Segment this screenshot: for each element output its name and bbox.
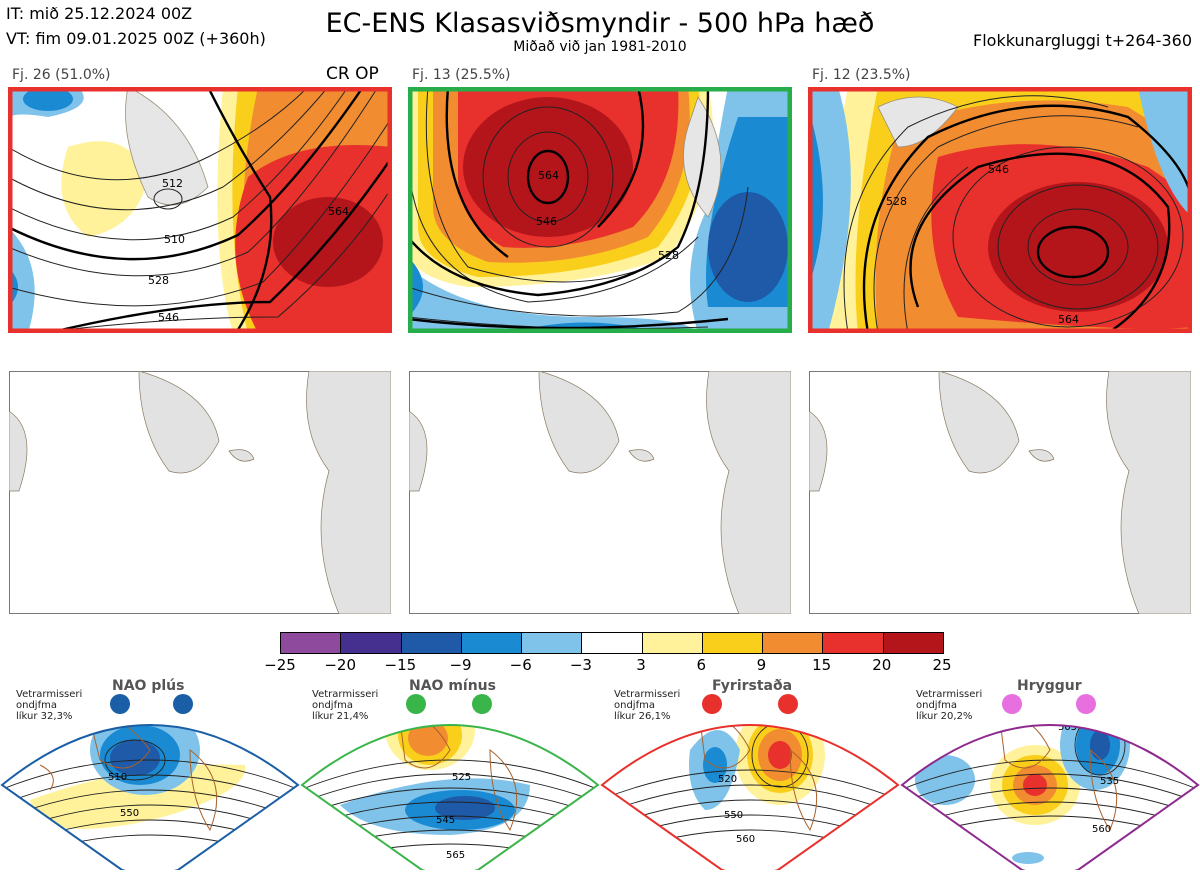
regime-1-map: 510 550 (0, 690, 300, 874)
regime-2-map: 525 545 565 (300, 690, 600, 874)
cluster-1-tag: CR OP (326, 64, 379, 84)
cluster-3-label: Fj. 12 (23.5%) (812, 67, 911, 83)
regime-2-contour-label: 525 (452, 772, 471, 783)
colorbar-segment (460, 633, 522, 653)
colorbar-tick-label: −20 (324, 656, 356, 674)
regime-4-marker (1002, 694, 1022, 714)
regime-3-contour-label: 550 (724, 810, 743, 821)
regime-4-info: Vetrarmisseri ondjfma líkur 20,2% (916, 689, 983, 722)
regime-1-contour-label: 550 (120, 808, 139, 819)
regime-1-info: Vetrarmisseri ondjfma líkur 32,3% (16, 689, 83, 722)
regime-3-contour-label: 520 (718, 774, 737, 785)
colorbar-segment (581, 633, 642, 653)
colorbar-tick-label: 9 (756, 656, 767, 674)
cluster-1-contour-label: 546 (158, 311, 179, 324)
regime-4-marker (1076, 694, 1096, 714)
regime-3-contour-label: 560 (736, 834, 755, 845)
colorbar-tick-label: 15 (812, 656, 832, 674)
colorbar-segment (400, 633, 461, 653)
colorbar-segment (701, 633, 763, 653)
cluster-3-contour-label: 528 (886, 195, 907, 208)
regime-1-marker (173, 694, 193, 714)
colorbar-segment (822, 633, 883, 653)
colorbar-tick-label: 20 (872, 656, 892, 674)
colorbar-segment (340, 633, 401, 653)
regime-2-marker (406, 694, 426, 714)
regime-3-title: Fyrirstaða (712, 678, 793, 694)
regime-2-info: Vetrarmisseri ondjfma líkur 21,4% (312, 689, 379, 722)
regime-4-title: Hryggur (1017, 678, 1082, 694)
initial-time: IT: mið 25.12.2024 00Z (6, 4, 193, 23)
page-title: EC-ENS Klasasviðsmyndir - 500 hPa hæð (325, 8, 875, 39)
regime-4-contour-label: 505 (1058, 722, 1077, 733)
regime-4-contour-label: 560 (1092, 824, 1111, 835)
colorbar-segment (281, 633, 341, 653)
regime-4-contour-label: 535 (1100, 776, 1119, 787)
regime-2-marker (472, 694, 492, 714)
regime-2-contour-label: 545 (436, 815, 455, 826)
colorbar (280, 632, 944, 654)
cluster-1-contour-label: 564 (328, 205, 349, 218)
cluster-1-contour-label: 512 (162, 177, 183, 190)
cluster-3-contour-label: 546 (988, 163, 1009, 176)
cluster-1-map: 510 528 546 564 512 (8, 87, 392, 333)
basemap-2 (409, 371, 791, 614)
cluster-2-contour-label: 528 (658, 249, 679, 262)
valid-time: VT: fim 09.01.2025 00Z (+360h) (6, 29, 266, 48)
regime-2-contour-label: 565 (446, 850, 465, 861)
regime-2-title: NAO mínus (409, 678, 496, 694)
colorbar-tick-label: −15 (384, 656, 417, 674)
colorbar-segment (641, 633, 702, 653)
colorbar-tick-label: −3 (569, 656, 592, 674)
colorbar-segment (882, 633, 943, 653)
cluster-3-map: 528 546 564 (808, 87, 1192, 333)
classification-window: Flokkunargluggi t+264-360 (973, 31, 1192, 50)
colorbar-tick-label: 3 (636, 656, 646, 674)
cluster-1-label: Fj. 26 (51.0%) (12, 67, 111, 83)
regime-3-info: Vetrarmisseri ondjfma líkur 26,1% (614, 689, 681, 722)
colorbar-tick-label: −9 (449, 656, 472, 674)
regime-1-contour-label: 510 (108, 772, 127, 783)
regime-3-map: 520 550 560 (600, 690, 900, 874)
colorbar-ticks: −25 −20 −15 −9 −6 −3 3 6 9 15 20 25 (260, 656, 962, 674)
regime-4-map: 505 535 560 (900, 690, 1200, 874)
colorbar-tick-label: −25 (264, 656, 296, 674)
regime-3-marker (778, 694, 798, 714)
cluster-2-label: Fj. 13 (25.5%) (412, 67, 511, 83)
colorbar-tick-label: 25 (932, 656, 952, 674)
page-subtitle: Miðað við jan 1981-2010 (513, 39, 687, 55)
basemap-1 (9, 371, 391, 614)
cluster-3-contour-label: 564 (1058, 313, 1079, 326)
cluster-1-contour-label: 510 (164, 233, 185, 246)
regime-1-marker (110, 694, 130, 714)
cluster-2-contour-label: 564 (538, 169, 559, 182)
cluster-1-contour-label: 528 (148, 274, 169, 287)
colorbar-segment (521, 633, 582, 653)
regime-1-title: NAO plús (112, 678, 185, 694)
cluster-2-contour-label: 546 (536, 215, 557, 228)
regime-3-marker (702, 694, 722, 714)
basemap-3 (809, 371, 1191, 614)
cluster-2-map: 528 546 564 (408, 87, 792, 333)
colorbar-segment (762, 633, 823, 653)
colorbar-tick-label: −6 (509, 656, 532, 674)
colorbar-tick-label: 6 (696, 656, 707, 674)
